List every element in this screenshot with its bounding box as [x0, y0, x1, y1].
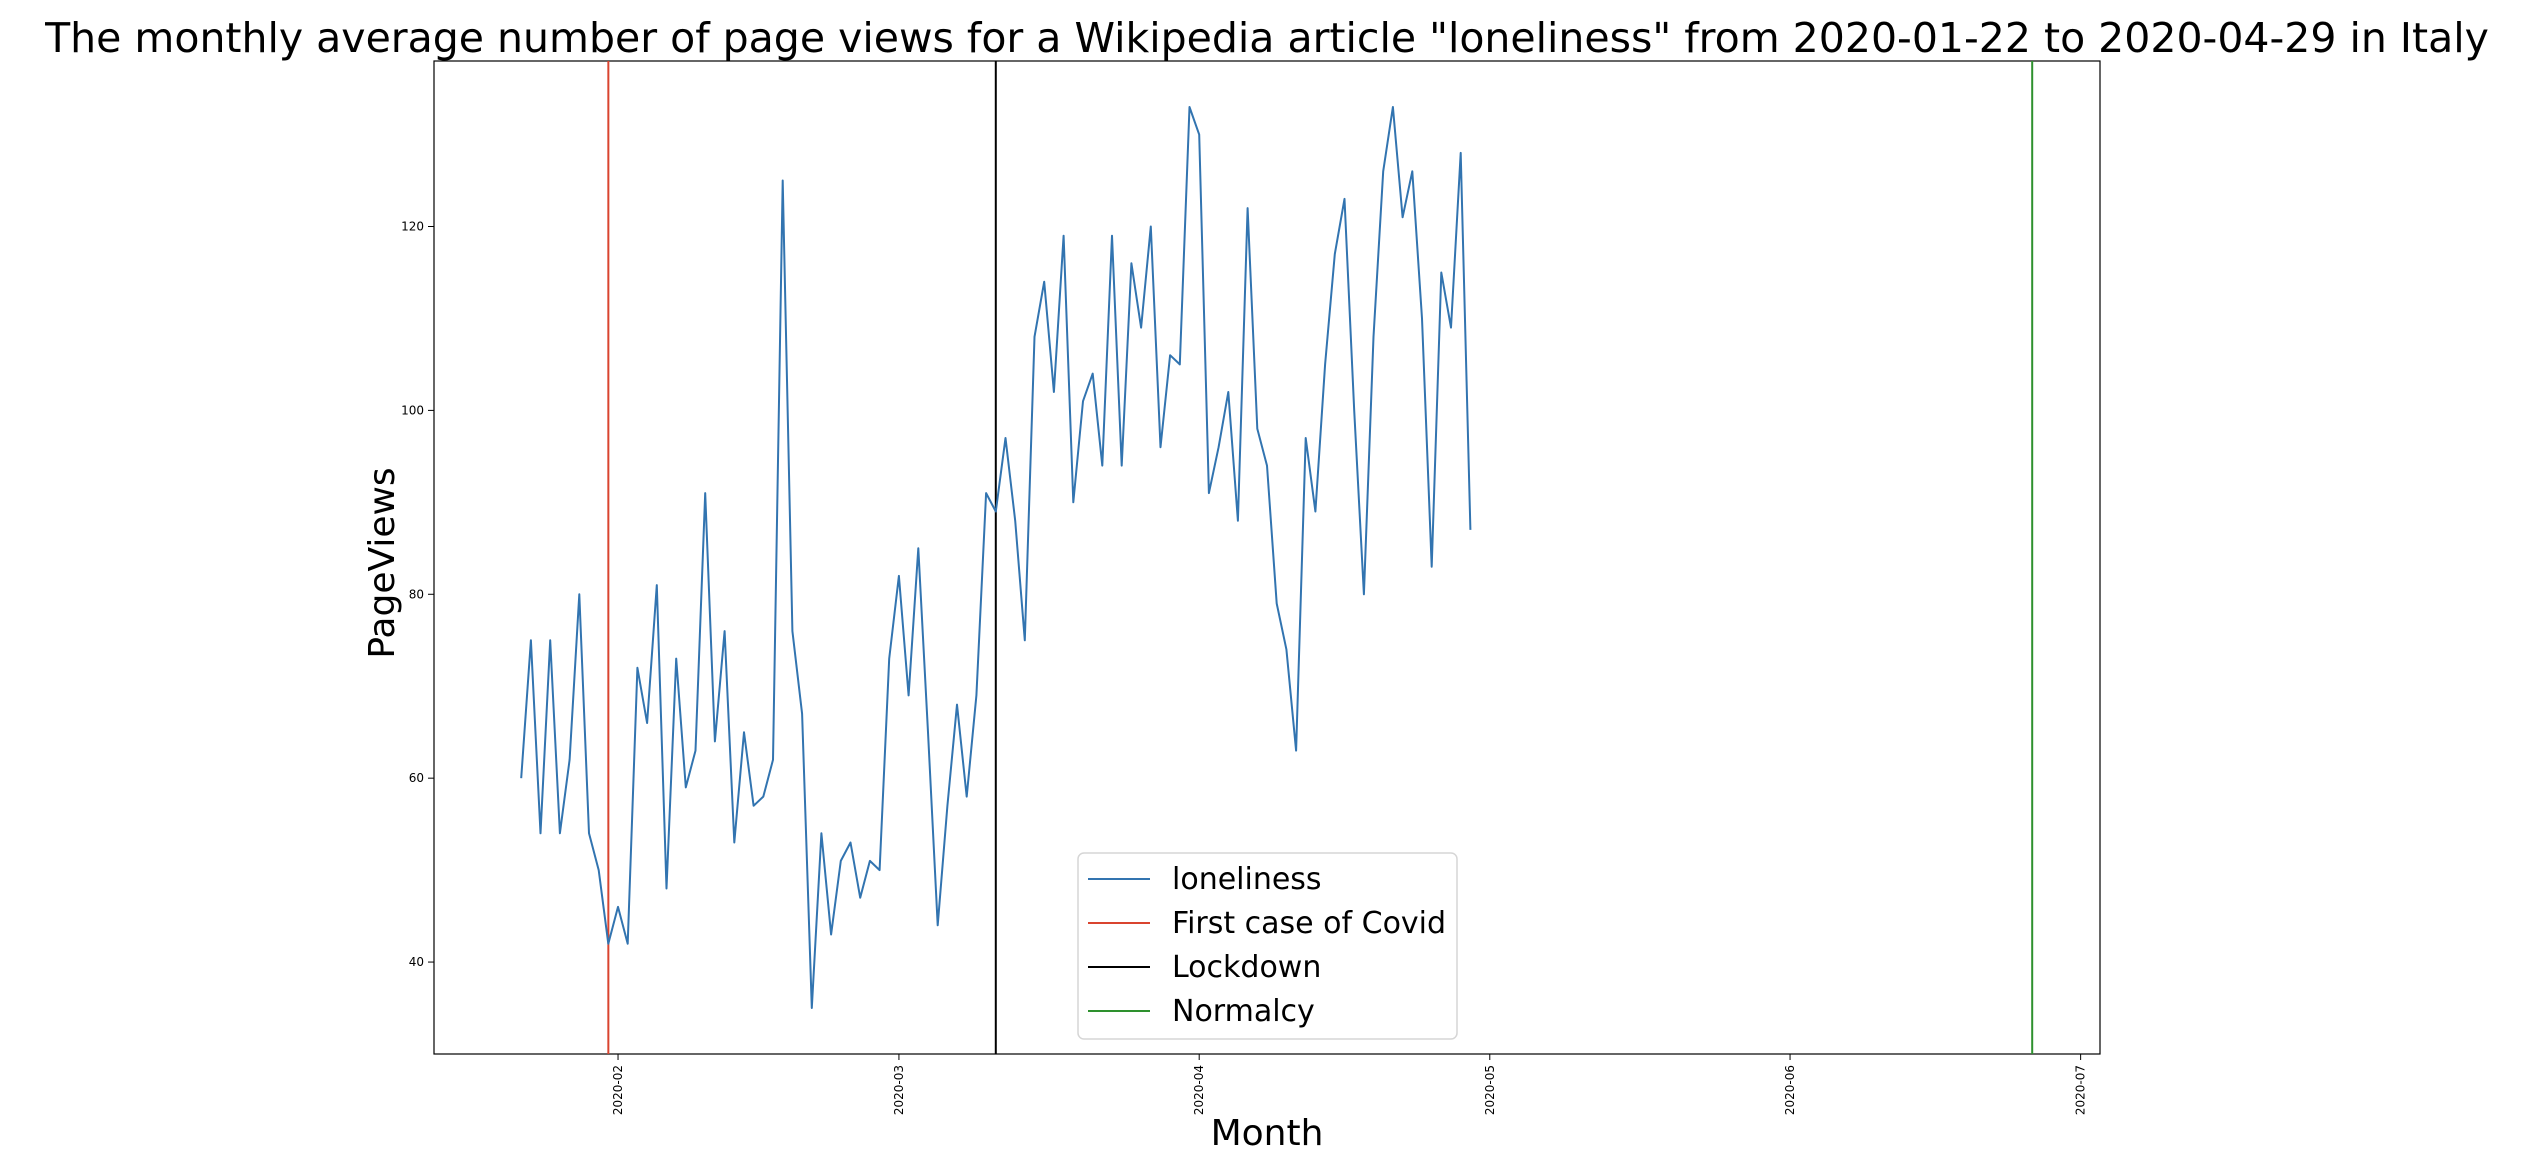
legend: loneliness First case of Covid Lockdown Nor…	[1077, 852, 1458, 1040]
x-tick-label: 2020-06	[1783, 1065, 1797, 1115]
plot-area: 40 60 80 100 120 2020-02 2020-03 2020-04 2020-05…	[401, 60, 2101, 1115]
legend-label: Normalcy	[1172, 994, 1315, 1029]
x-tick-label: 2020-05	[1483, 1065, 1497, 1115]
x-tick-label: 2020-02	[611, 1065, 625, 1115]
x-tick-label: 2020-04	[1192, 1065, 1206, 1115]
x-axis-title: Month	[1211, 1113, 1324, 1154]
y-tick-label: 120	[401, 220, 424, 234]
legend-label: Lockdown	[1172, 950, 1321, 985]
y-tick-label: 100	[401, 403, 424, 417]
legend-label: First case of Covid	[1172, 906, 1446, 941]
legend-label: loneliness	[1172, 862, 1322, 897]
plot-frame	[433, 60, 2101, 1055]
y-tick-label: 80	[409, 587, 424, 601]
y-axis-title: PageViews	[362, 467, 403, 658]
legend-box	[1077, 852, 1458, 1040]
series-line-loneliness	[520, 106, 1472, 1009]
y-tick-label: 60	[409, 771, 424, 785]
y-tick-label: 40	[409, 955, 424, 969]
chart-title: The monthly average number of page views…	[44, 14, 2489, 62]
x-tick-label: 2020-07	[2074, 1065, 2088, 1115]
x-tick-label: 2020-03	[892, 1065, 906, 1115]
